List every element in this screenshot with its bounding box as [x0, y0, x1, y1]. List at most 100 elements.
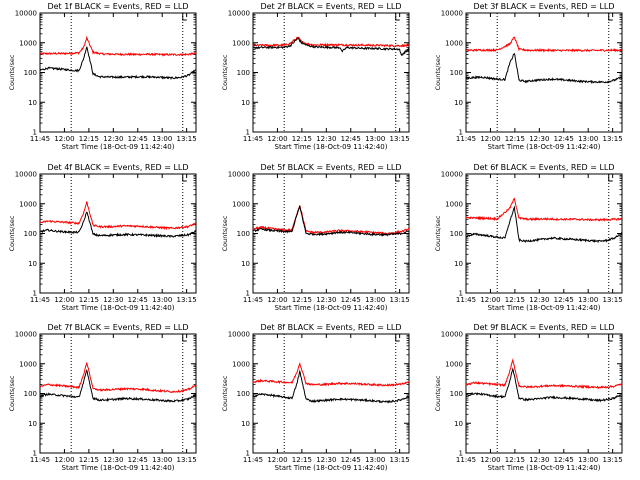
plot-frame	[252, 333, 410, 454]
x-tick-label: 11:45	[456, 456, 476, 464]
x-tick-label: 12:00	[480, 296, 500, 304]
plot-frame	[252, 12, 410, 133]
y-tick-label: 1000	[19, 360, 37, 368]
x-tick-label: 12:15	[79, 135, 99, 143]
y-tick-label: 1	[33, 129, 37, 137]
y-tick-label: 100	[450, 390, 463, 398]
x-tick-label: 12:45	[554, 296, 574, 304]
y-tick-label: 10	[28, 420, 37, 428]
series-line-events	[40, 211, 197, 239]
y-tick-label: 10000	[228, 171, 250, 179]
plot-frame	[39, 12, 197, 133]
y-tick-label: 10	[241, 260, 250, 268]
series-line-lld	[252, 205, 410, 236]
x-tick-label: 12:15	[505, 456, 525, 464]
x-axis-label: Start Time (18-Oct-09 11:42:40)	[275, 304, 388, 312]
x-tick-label: 11:45	[243, 135, 263, 143]
series-line-events	[465, 205, 623, 244]
x-tick-label: 13:00	[152, 135, 172, 143]
y-tick-label: 10000	[15, 331, 37, 339]
x-tick-label: 13:15	[390, 135, 410, 143]
y-axis-label: Counts/sec	[8, 375, 16, 411]
y-tick-label: 1	[33, 290, 37, 298]
y-axis-label: Counts/sec	[221, 54, 229, 90]
y-tick-label: 1	[246, 129, 250, 137]
chart-title: Det 4f BLACK = Events, RED = LLD	[47, 163, 188, 172]
chart-title: Det 9f BLACK = Events, RED = LLD	[473, 323, 614, 332]
y-tick-label: 10	[28, 99, 37, 107]
x-tick-label: 12:30	[529, 135, 549, 143]
x-tick-label: 12:30	[316, 296, 336, 304]
chart-title: Det 8f BLACK = Events, RED = LLD	[260, 323, 401, 332]
x-tick-label: 12:30	[103, 456, 123, 464]
x-tick-label: 12:00	[54, 456, 74, 464]
x-axis-label: Start Time (18-Oct-09 11:42:40)	[62, 304, 175, 312]
y-tick-label: 10000	[441, 10, 463, 18]
x-tick-label: 13:15	[177, 456, 197, 464]
y-tick-label: 100	[450, 230, 463, 238]
series-line-events	[39, 369, 197, 403]
y-tick-label: 10000	[228, 10, 250, 18]
series-line-lld	[465, 197, 623, 222]
y-tick-label: 10000	[228, 331, 250, 339]
y-tick-label: 100	[24, 390, 37, 398]
chart-panel-6: Det 6f BLACK = Events, RED = LLD 1 10 100 10…	[434, 163, 623, 312]
x-tick-label: 12:30	[103, 135, 123, 143]
x-tick-label: 13:00	[152, 296, 172, 304]
x-tick-label: 12:30	[529, 456, 549, 464]
x-tick-label: 12:30	[103, 296, 123, 304]
chart-title: Det 7f BLACK = Events, RED = LLD	[47, 323, 188, 332]
y-tick-label: 10	[28, 260, 37, 268]
y-tick-label: 1000	[232, 360, 250, 368]
x-axis-label: Start Time (18-Oct-09 11:42:40)	[275, 464, 388, 472]
x-tick-label: 12:45	[341, 296, 361, 304]
y-tick-label: 10	[241, 99, 250, 107]
x-tick-label: 12:15	[292, 296, 312, 304]
x-tick-label: 13:15	[603, 135, 623, 143]
x-tick-label: 12:45	[554, 456, 574, 464]
chart-title: Det 3f BLACK = Events, RED = LLD	[473, 2, 614, 11]
x-tick-label: 13:00	[152, 456, 172, 464]
x-tick-label: 12:15	[79, 456, 99, 464]
marker-bracket	[395, 13, 400, 21]
y-axis-label: Counts/sec	[434, 215, 442, 251]
chart-panel-8: Det 8f BLACK = Events, RED = LLD 1 10 100 10…	[221, 323, 410, 472]
plot-frame	[39, 333, 197, 454]
x-tick-label: 13:00	[365, 135, 385, 143]
series-line-events	[252, 369, 410, 404]
series-line-events	[252, 37, 410, 57]
x-tick-label: 11:45	[243, 456, 263, 464]
x-tick-label: 13:15	[390, 296, 410, 304]
chart-panel-5: Det 5f BLACK = Events, RED = LLD 1 10 100 10…	[221, 163, 410, 312]
x-axis-label: Start Time (18-Oct-09 11:42:40)	[488, 143, 601, 151]
chart-panel-3: Det 3f BLACK = Events, RED = LLD 1 10 100 10…	[434, 2, 623, 151]
x-tick-label: 12:00	[54, 296, 74, 304]
y-tick-label: 1000	[19, 200, 37, 208]
y-axis-label: Counts/sec	[8, 215, 16, 251]
x-tick-label: 13:15	[390, 456, 410, 464]
x-tick-label: 13:00	[578, 296, 598, 304]
y-tick-label: 100	[24, 230, 37, 238]
y-tick-label: 10	[454, 260, 463, 268]
x-tick-label: 12:00	[480, 135, 500, 143]
y-tick-label: 1	[459, 290, 463, 298]
plot-frame	[465, 173, 623, 294]
series-line-lld	[252, 36, 410, 48]
x-axis-label: Start Time (18-Oct-09 11:42:40)	[62, 143, 175, 151]
y-tick-label: 1	[459, 450, 463, 458]
y-tick-label: 1000	[445, 200, 463, 208]
x-tick-label: 12:45	[128, 296, 148, 304]
x-axis-label: Start Time (18-Oct-09 11:42:40)	[488, 304, 601, 312]
x-tick-label: 13:00	[578, 456, 598, 464]
y-axis-label: Counts/sec	[434, 375, 442, 411]
chart-title: Det 2f BLACK = Events, RED = LLD	[260, 2, 401, 11]
series-line-lld	[39, 362, 197, 394]
x-tick-label: 12:15	[292, 135, 312, 143]
x-tick-label: 13:15	[177, 135, 197, 143]
y-tick-label: 1000	[445, 39, 463, 47]
series-line-lld	[252, 362, 410, 387]
marker-bracket	[395, 174, 400, 182]
plot-frame	[465, 333, 623, 454]
x-tick-label: 12:45	[341, 456, 361, 464]
x-tick-label: 12:45	[128, 456, 148, 464]
